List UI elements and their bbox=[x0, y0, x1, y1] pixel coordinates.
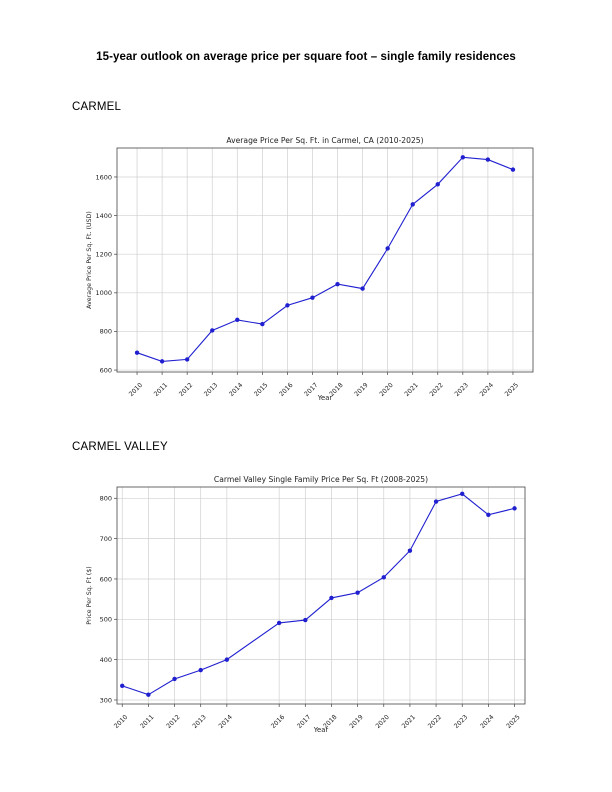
y-axis-label: Price Per Sq. Ft ($) bbox=[86, 566, 93, 624]
y-tick-label: 600 bbox=[100, 575, 112, 583]
x-axis-label: Year bbox=[317, 394, 333, 402]
data-point bbox=[210, 328, 215, 333]
data-point bbox=[355, 590, 360, 595]
data-point bbox=[198, 667, 203, 673]
chart-title: Average Price Per Sq. Ft. in Carmel, CA … bbox=[226, 136, 423, 145]
data-point bbox=[260, 321, 265, 327]
plot-frame bbox=[116, 486, 526, 705]
data-point bbox=[433, 499, 439, 504]
data-point bbox=[460, 155, 466, 160]
x-tick-label: 2011 bbox=[153, 382, 169, 398]
series-line bbox=[136, 156, 514, 362]
x-tick-label: 2021 bbox=[404, 382, 420, 398]
series-line bbox=[122, 493, 515, 696]
carmel-chart-svg: Average Price Per Sq. Ft. in Carmel, CA … bbox=[86, 136, 534, 402]
data-point bbox=[120, 683, 125, 689]
y-tick-label: 800 bbox=[100, 495, 112, 503]
y-tick-label: 700 bbox=[100, 535, 112, 543]
data-point bbox=[310, 295, 315, 300]
y-tick-label: 1400 bbox=[95, 212, 112, 220]
data-point bbox=[512, 506, 517, 511]
data-point bbox=[407, 548, 413, 553]
data-point bbox=[224, 657, 230, 662]
x-tick-label: 2023 bbox=[453, 714, 469, 730]
carmel-chart: Average Price Per Sq. Ft. in Carmel, CA … bbox=[72, 126, 540, 406]
x-tick-label: 2016 bbox=[270, 714, 286, 730]
x-tick-label: 2012 bbox=[165, 714, 181, 730]
data-point bbox=[276, 620, 282, 626]
x-tick-label: 2014 bbox=[218, 714, 234, 730]
x-tick-label: 2014 bbox=[228, 382, 244, 398]
x-tick-label: 2010 bbox=[113, 714, 129, 730]
y-tick-label: 300 bbox=[100, 696, 112, 704]
data-point bbox=[335, 281, 340, 287]
carmel-valley-chart-svg: Carmel Valley Single Family Price Per Sq… bbox=[86, 475, 526, 734]
x-tick-label: 2011 bbox=[139, 714, 155, 730]
x-axis-label: Year bbox=[313, 726, 329, 734]
x-tick-label: 2025 bbox=[504, 382, 520, 398]
chart-title: Carmel Valley Single Family Price Per Sq… bbox=[214, 475, 428, 484]
section-label-carmel-valley: CARMEL VALLEY bbox=[72, 441, 168, 453]
data-point bbox=[410, 202, 415, 207]
x-tick-label: 2023 bbox=[454, 382, 470, 398]
carmel-valley-chart: Carmel Valley Single Family Price Per Sq… bbox=[72, 465, 540, 737]
data-point bbox=[485, 157, 491, 162]
x-tick-label: 2019 bbox=[353, 382, 369, 398]
x-tick-label: 2024 bbox=[479, 382, 495, 398]
page-heading: 15-year outlook on average price per squ… bbox=[96, 51, 516, 63]
data-point bbox=[510, 167, 516, 172]
x-tick-label: 2022 bbox=[429, 382, 445, 398]
y-tick-label: 600 bbox=[100, 366, 112, 374]
data-point bbox=[381, 575, 386, 580]
data-point bbox=[184, 357, 190, 362]
data-point bbox=[235, 317, 240, 323]
x-tick-label: 2020 bbox=[375, 714, 391, 730]
data-point bbox=[303, 617, 308, 623]
x-tick-label: 2019 bbox=[348, 714, 364, 730]
data-point bbox=[146, 692, 151, 697]
data-point bbox=[172, 676, 177, 682]
y-tick-label: 1200 bbox=[95, 251, 112, 259]
y-tick-label: 1000 bbox=[95, 289, 112, 297]
x-tick-label: 2021 bbox=[401, 714, 417, 730]
x-tick-label: 2013 bbox=[203, 382, 219, 398]
plot-frame bbox=[116, 147, 534, 373]
data-point bbox=[360, 286, 365, 291]
x-tick-label: 2010 bbox=[128, 382, 144, 398]
data-point bbox=[385, 246, 390, 251]
x-tick-label: 2012 bbox=[178, 382, 194, 398]
y-axis-label: Average Price Per Sq. Ft. (USD) bbox=[86, 211, 93, 309]
x-tick-label: 2017 bbox=[296, 714, 312, 730]
y-tick-label: 800 bbox=[100, 328, 112, 336]
data-point bbox=[329, 595, 334, 601]
y-tick-label: 400 bbox=[100, 656, 112, 664]
x-tick-label: 2024 bbox=[479, 714, 495, 730]
y-tick-label: 1600 bbox=[95, 173, 112, 181]
x-tick-label: 2025 bbox=[505, 714, 521, 730]
data-point bbox=[460, 491, 465, 497]
section-label-carmel: CARMEL bbox=[72, 101, 122, 113]
data-point bbox=[486, 512, 491, 518]
x-tick-label: 2015 bbox=[253, 382, 269, 398]
x-tick-label: 2013 bbox=[191, 714, 207, 730]
data-point bbox=[159, 359, 165, 364]
x-tick-label: 2022 bbox=[427, 714, 443, 730]
data-point bbox=[134, 350, 140, 355]
y-tick-label: 500 bbox=[100, 616, 112, 624]
x-tick-label: 2020 bbox=[378, 382, 394, 398]
x-tick-label: 2016 bbox=[278, 382, 294, 398]
data-point bbox=[435, 182, 440, 187]
data-point bbox=[285, 303, 290, 308]
